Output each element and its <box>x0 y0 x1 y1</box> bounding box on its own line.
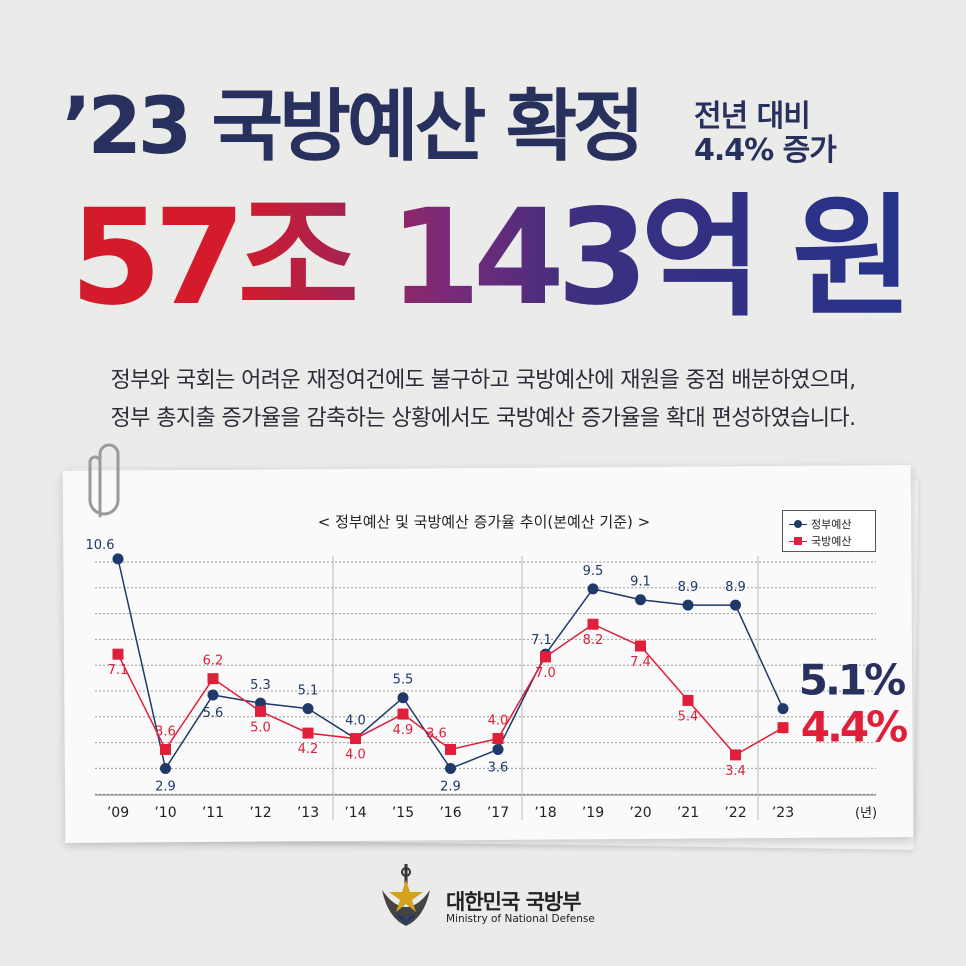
data-label-gov: 5.5 <box>393 673 414 688</box>
data-label-gov: 5.1 <box>298 684 319 699</box>
data-label-defense: 5.0 <box>250 720 271 735</box>
data-label-gov: 5.3 <box>250 678 271 693</box>
legend-item-defense: 국방예산 <box>789 533 851 549</box>
headline-title: ’23 국방예산 확정 <box>62 82 645 172</box>
subtext-line2: 4.4% 증가 <box>694 133 837 168</box>
circle-marker-icon <box>794 519 802 528</box>
paperclip-icon <box>88 443 120 518</box>
square-marker-icon <box>794 536 802 545</box>
ministry-name-ko: 대한민국 국방부 <box>446 890 582 914</box>
data-label-defense: 6.2 <box>203 654 224 669</box>
x-tick-label: ’17 <box>487 805 509 821</box>
data-label-gov: 9.5 <box>583 564 604 579</box>
data-point-gov <box>492 743 504 755</box>
data-label-gov: 2.9 <box>440 780 461 795</box>
data-label-defense: 4.9 <box>393 723 414 738</box>
x-tick-label: ’22 <box>724 805 746 821</box>
series-line-defense <box>117 623 784 756</box>
data-label-defense: 8.2 <box>583 633 604 648</box>
data-label-defense: 7.4 <box>630 655 651 670</box>
data-point-defense <box>160 743 171 755</box>
data-label-defense: 3.4 <box>725 764 746 779</box>
data-point-gov <box>587 583 599 595</box>
chart-legend: 정부예산 국방예산 <box>782 510 876 552</box>
data-label-defense: 3.6 <box>155 724 176 739</box>
x-tick-label: ’11 <box>202 805 224 821</box>
data-point-gov <box>682 599 694 611</box>
data-label-defense: 4.0 <box>488 714 509 729</box>
data-point-defense <box>730 749 741 761</box>
chart-grid <box>95 556 876 820</box>
description-line1: 정부와 국회는 어려운 재정여건에도 불구하고 국방예산에 재원을 중점 배분하… <box>110 368 857 393</box>
data-point-defense <box>112 648 124 660</box>
x-tick-label: ’15 <box>392 805 414 821</box>
data-point-defense <box>587 618 599 630</box>
x-tick-label: ’21 <box>677 805 699 821</box>
data-label-gov: 9.1 <box>630 575 651 590</box>
data-label-gov: 2.9 <box>155 780 176 795</box>
data-label-defense: 4.2 <box>298 742 319 757</box>
data-label-gov: 3.6 <box>488 760 509 775</box>
data-point-defense <box>635 640 646 652</box>
data-label-gov: 10.6 <box>86 538 115 553</box>
data-label-defense: 7.1 <box>108 663 129 678</box>
data-label-defense: 7.0 <box>535 666 556 681</box>
data-point-gov <box>777 703 789 715</box>
data-point-gov <box>730 599 741 611</box>
data-point-gov <box>302 703 314 715</box>
data-label-gov: 5.1% <box>799 656 905 705</box>
data-point-defense <box>492 733 504 745</box>
data-point-gov <box>397 692 409 704</box>
x-tick-label: ’10 <box>154 805 176 821</box>
x-tick-label: ’12 <box>249 805 271 821</box>
description-line2: 정부 총지출 증가율을 감축하는 상황에서도 국방예산 증가율을 확대 편성하였… <box>110 406 857 431</box>
x-tick-label: ’16 <box>439 805 461 821</box>
x-tick-label: ’23 <box>772 805 794 821</box>
x-axis-unit: (년) <box>855 806 877 821</box>
x-tick-label: ’18 <box>534 805 556 821</box>
data-point-defense <box>397 708 409 720</box>
data-point-gov <box>207 689 219 701</box>
data-point-defense <box>207 673 219 685</box>
data-label-gov: 4.0 <box>345 714 366 729</box>
data-point-defense <box>350 733 361 745</box>
x-tick-label: ’20 <box>629 805 651 821</box>
chart-data-labels: 10.6 2.9 5.6 5.3 5.1 4.0 5.5 2.9 3.6 7.1 9.5 9.1 8.9… <box>86 538 911 795</box>
chart-x-ticks: ’09 ’10 ’11 ’12 ’13 ’14 ’15 ’16 ’17 ’18 ’19 ’20 ’21 ’… <box>107 805 794 821</box>
data-point-defense <box>540 651 551 663</box>
data-point-defense <box>302 727 314 739</box>
data-label-defense: 4.0 <box>345 748 366 763</box>
subtext-line1: 전년 대비 <box>694 99 811 134</box>
data-point-defense <box>777 722 789 734</box>
x-tick-label: ’13 <box>297 805 319 821</box>
legend-item-gov: 정부예산 <box>789 516 851 532</box>
x-tick-label: ’14 <box>344 805 366 821</box>
legend-label-defense: 국방예산 <box>811 535 852 548</box>
headline-subtext: 전년 대비 4.4% 증가 <box>694 99 837 168</box>
ministry-name-en: Ministry of National Defense <box>446 913 595 925</box>
data-point-defense <box>682 694 694 706</box>
data-point-defense <box>255 705 266 717</box>
data-label-defense: 3.6 <box>426 726 447 741</box>
data-label-gov: 7.1 <box>531 633 552 648</box>
legend-label-gov: 정부예산 <box>811 518 852 531</box>
data-label-gov: 5.6 <box>203 706 224 721</box>
chart-marks <box>112 553 789 774</box>
ministry-emblem-icon <box>382 864 430 926</box>
data-point-gov <box>635 594 646 606</box>
data-label-gov: 8.9 <box>678 580 699 595</box>
chart-title: < 정부예산 및 국방예산 증가율 추이(본예산 기준) > <box>318 513 650 531</box>
data-label-defense: 4.4% <box>801 703 907 752</box>
data-label-defense: 5.4 <box>678 709 699 724</box>
budget-amount: 57조 143억 원 <box>70 181 913 335</box>
x-tick-label: ’09 <box>107 805 129 821</box>
data-point-defense <box>445 743 456 755</box>
data-point-gov <box>160 763 171 774</box>
data-label-gov: 8.9 <box>725 580 746 595</box>
data-point-gov <box>445 763 456 774</box>
data-point-gov <box>112 553 124 565</box>
x-tick-label: ’19 <box>582 805 604 821</box>
